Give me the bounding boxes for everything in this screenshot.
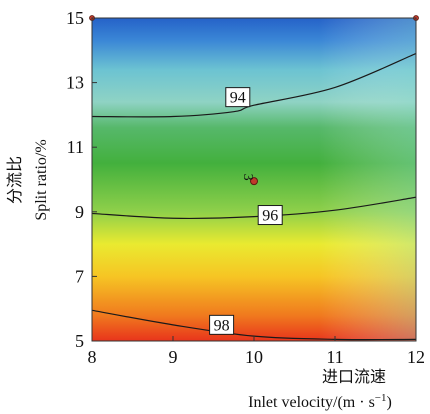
x-tick-label: 11 (326, 347, 343, 367)
contour-line-94 (92, 52, 416, 118)
contour-label-box (257, 205, 283, 226)
contour-label-box (209, 314, 235, 335)
contour-label-96: 96 (262, 208, 278, 225)
x-axis-title: Inlet velocity/(m · s−1) (248, 392, 392, 411)
x-axis-title-sup: −1 (375, 392, 387, 404)
contour-label-box (225, 87, 251, 108)
data-point (250, 177, 258, 186)
y-axis-title: Split ratio/% (33, 139, 50, 220)
data-point-label: 3 (240, 174, 255, 181)
y-axis: 5 7 9 11 13 15 (66, 8, 97, 351)
contour-line-96 (92, 196, 416, 220)
x-tick-label: 10 (245, 347, 263, 367)
x-axis-title-main: Inlet velocity/(m · s (248, 394, 375, 411)
y-axis-title-cn-group: 分流比 (6, 156, 24, 204)
contour-label-94: 94 (230, 90, 246, 107)
x-axis: 8 9 10 11 12 (88, 336, 425, 367)
x-tick-label: 9 (169, 347, 178, 367)
y-axis-title-cn: 分流比 (6, 156, 24, 204)
y-tick-label: 15 (66, 8, 84, 28)
x-tick-label: 12 (407, 347, 425, 367)
y-tick-label: 11 (67, 137, 84, 157)
y-axis-title-group: Split ratio/% (33, 139, 50, 220)
y-tick-label: 7 (75, 266, 84, 286)
x-axis-title-close: ) (387, 394, 392, 411)
y-tick-label: 5 (75, 331, 84, 351)
x-axis-title-cn: 进口流速 (322, 368, 386, 386)
y-tick-label: 13 (66, 73, 84, 93)
plot-area: 94 96 98 3 (89, 15, 419, 342)
contour-labels: 94 96 98 (209, 87, 283, 335)
contour-label-98: 98 (214, 317, 230, 334)
x-tick-label: 8 (88, 347, 97, 367)
y-tick-label: 9 (75, 202, 84, 222)
